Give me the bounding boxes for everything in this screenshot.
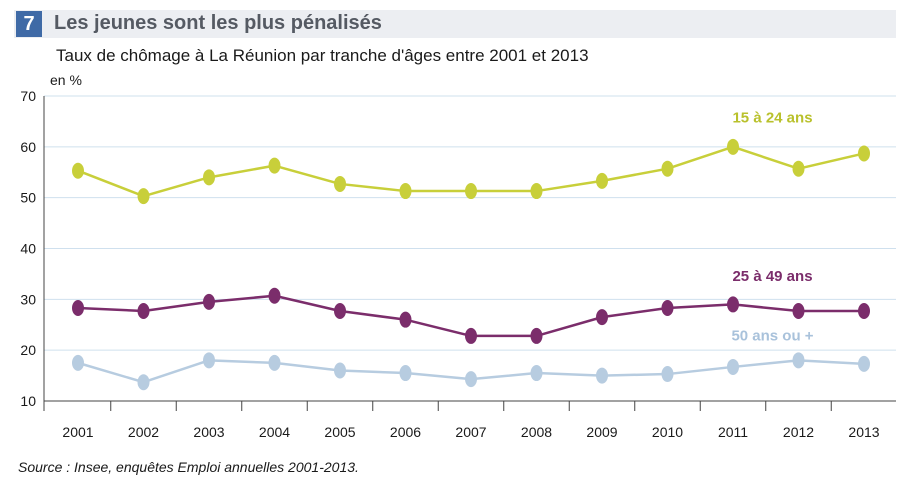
data-point	[399, 365, 412, 382]
data-point	[530, 183, 543, 200]
series-label: 50 ans ou +	[731, 327, 813, 344]
data-point	[792, 303, 805, 320]
x-tick-label: 2002	[128, 424, 159, 440]
y-tick-label: 10	[20, 393, 36, 409]
x-tick-label: 2007	[455, 424, 486, 440]
data-point	[858, 355, 870, 372]
title-band	[14, 10, 896, 38]
data-point	[596, 309, 608, 326]
data-point	[72, 354, 84, 371]
x-tick-label: 2005	[324, 424, 355, 440]
data-point	[399, 311, 412, 328]
y-tick-label: 60	[20, 139, 36, 155]
source-note: Source : Insee, enquêtes Emploi annuelle…	[18, 459, 359, 475]
data-point	[268, 287, 281, 304]
data-point	[661, 366, 674, 383]
data-point	[596, 172, 608, 189]
data-point	[203, 293, 215, 310]
data-point	[596, 367, 608, 384]
y-tick-label: 70	[20, 88, 36, 104]
data-point	[72, 162, 84, 179]
figure-title: Les jeunes sont les plus pénalisés	[54, 12, 382, 34]
x-tick-label: 2010	[652, 424, 683, 440]
series-label: 15 à 24 ans	[732, 110, 812, 127]
data-point	[792, 352, 805, 369]
x-tick-label: 2013	[848, 424, 879, 440]
data-point	[137, 188, 150, 205]
chart-subtitle: Taux de chômage à La Réunion par tranche…	[56, 46, 589, 65]
data-point	[465, 371, 477, 388]
y-tick-label: 50	[20, 190, 36, 206]
data-point	[661, 160, 674, 177]
data-point	[137, 303, 150, 320]
x-tick-label: 2011	[718, 424, 748, 440]
x-tick-label: 2012	[783, 424, 814, 440]
x-tick-label: 2003	[193, 424, 224, 440]
data-point	[203, 352, 215, 369]
data-point	[727, 358, 739, 375]
data-point	[858, 303, 870, 320]
data-point	[792, 160, 805, 177]
x-tick-label: 2009	[586, 424, 617, 440]
figure-number-badge: 7	[16, 11, 42, 37]
data-point	[661, 299, 674, 316]
data-point	[268, 354, 281, 371]
y-axis-unit: en %	[50, 72, 82, 88]
data-point	[268, 157, 281, 174]
data-point	[399, 183, 412, 200]
x-tick-label: 2008	[521, 424, 552, 440]
y-tick-label: 30	[20, 291, 36, 307]
data-point	[858, 145, 870, 162]
y-tick-label: 40	[20, 241, 36, 257]
data-point	[334, 175, 346, 192]
data-point	[72, 299, 84, 316]
data-point	[530, 365, 543, 382]
data-point	[530, 327, 543, 344]
data-point	[203, 169, 215, 186]
data-point	[727, 296, 739, 313]
data-point	[465, 183, 477, 200]
y-tick-label: 20	[20, 342, 36, 358]
data-point	[465, 327, 477, 344]
data-point	[334, 362, 346, 379]
series-label: 25 à 49 ans	[732, 268, 812, 285]
data-point	[137, 374, 150, 391]
x-tick-label: 2004	[259, 424, 290, 440]
data-point	[727, 138, 739, 155]
data-point	[334, 303, 346, 320]
x-tick-label: 2001	[62, 424, 93, 440]
x-tick-label: 2006	[390, 424, 421, 440]
